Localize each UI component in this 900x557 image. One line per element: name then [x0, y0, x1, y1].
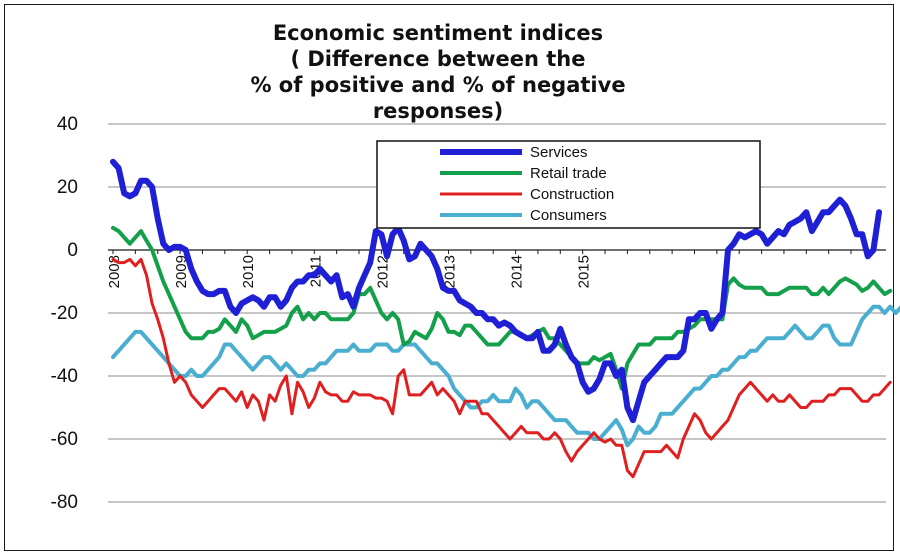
chart-frame: [4, 4, 894, 551]
series-line-construction: [111, 257, 892, 479]
legend-label: Consumers: [530, 207, 607, 224]
legend-label: Retail trade: [530, 165, 607, 182]
year-label: 2010: [240, 255, 257, 288]
series-line-retail-trade: [111, 225, 893, 391]
y-tick-label: 20: [57, 177, 78, 198]
series-lines: [110, 158, 900, 479]
year-label: 2012: [374, 255, 391, 288]
y-tick-label: -80: [51, 492, 78, 513]
chart-title-line-3: % of positive and % of negative: [250, 73, 625, 97]
year-label: 2014: [509, 255, 526, 288]
chart-title-line-2: ( Difference between the: [290, 47, 585, 71]
year-labels: 2008 2009 2010 2011 2012 2013 2014 2015: [106, 255, 593, 288]
year-label: 2009: [173, 255, 190, 288]
chart-title-line-4: responses): [373, 99, 503, 123]
year-label: 2015: [576, 255, 593, 288]
legend: Services Retail trade Construction Consumer…: [376, 140, 761, 229]
y-tick-label: -60: [51, 429, 78, 450]
y-axis-ticks: 40 20 0 -20 -40 -60 -80: [51, 114, 78, 513]
y-tick-label: -20: [51, 303, 78, 324]
legend-label: Construction: [530, 186, 614, 203]
y-tick-label: -40: [51, 366, 78, 387]
series-line-services: [110, 158, 882, 424]
y-tick-label: 40: [57, 114, 78, 135]
legend-label: Services: [530, 144, 588, 161]
series-line-consumers: [111, 304, 900, 448]
year-label: 2013: [441, 255, 458, 288]
chart-title-line-1: Economic sentiment indices: [273, 21, 603, 45]
y-tick-label: 0: [67, 240, 78, 261]
